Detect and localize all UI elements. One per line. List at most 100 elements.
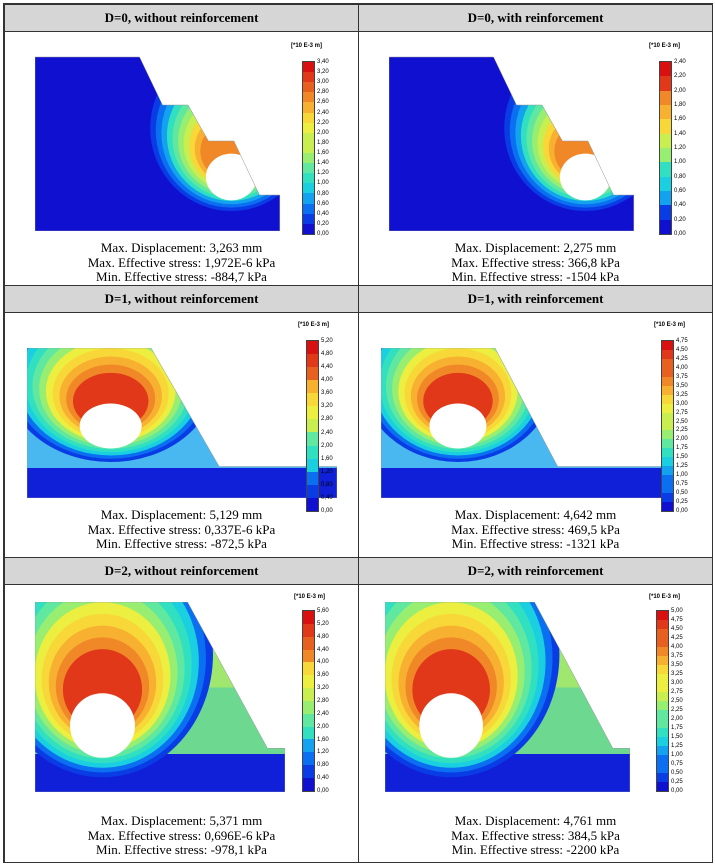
color-scale-swatch xyxy=(303,636,314,650)
color-scale-swatch xyxy=(657,683,668,692)
statistic-line: Min. Effective stress: -1504 kPa xyxy=(451,269,620,284)
statistic-line: Max. Displacement: 4,761 mm xyxy=(454,813,617,828)
color-scale-tick-label: 1,25 xyxy=(676,463,688,470)
color-scale-swatch xyxy=(662,376,673,386)
color-scale-swatch xyxy=(662,466,673,476)
color-scale-swatch xyxy=(660,205,671,220)
color-scale-tick-label: 0,00 xyxy=(321,508,333,514)
color-scale-tick-label: 1,60 xyxy=(674,116,686,123)
result-statistics: Max. Displacement: 4,761 mm Max. Effectiv… xyxy=(359,813,712,858)
color-scale-tick-label: 1,75 xyxy=(676,445,688,452)
color-scale-swatch xyxy=(303,82,314,93)
color-scale-tick-label: 2,00 xyxy=(674,87,686,94)
statistic-line: Max. Displacement: 2,275 mm xyxy=(454,240,617,255)
statistic-line: Max. Effective stress: 1,972E-6 kPa xyxy=(87,254,276,270)
color-scale-tick-label: 2,75 xyxy=(676,409,688,416)
color-scale-swatch xyxy=(660,147,671,163)
legend-unit-label: [*10 E-3 m] xyxy=(654,322,686,328)
color-scale-swatch xyxy=(303,223,314,234)
color-scale-tick-label: 5,60 xyxy=(317,608,329,614)
color-scale-swatch xyxy=(303,72,314,83)
color-scale-tick-label: 0,60 xyxy=(317,200,329,207)
color-scale-swatch xyxy=(303,213,314,224)
legend-unit-label: [*10 E-3 m] xyxy=(649,43,681,49)
displacement-contour-plot xyxy=(27,348,337,498)
color-scale-swatch xyxy=(657,773,668,782)
color-scale-swatch xyxy=(662,501,673,511)
color-scale-swatch xyxy=(307,406,318,420)
color-scale-swatch xyxy=(657,638,668,647)
color-scale-tick-label: 3,50 xyxy=(676,382,688,389)
color-scale-swatch xyxy=(307,367,318,381)
displacement-contour-plot xyxy=(35,602,285,792)
color-scale-swatch xyxy=(303,765,314,778)
panel-title: D=0, without reinforcement xyxy=(5,5,358,32)
color-scale-tick-label: 3,25 xyxy=(671,671,683,677)
result-panel: D=1, with reinforcement [*10 E-3 m] 4,75 4,… xyxy=(358,285,713,558)
color-scale-tick-label: 0,40 xyxy=(317,210,329,217)
color-scale-tick-label: 2,20 xyxy=(317,119,329,126)
color-scale-swatch xyxy=(662,412,673,422)
color-scale-swatch xyxy=(303,173,314,184)
color-scale-swatch xyxy=(303,611,314,624)
color-scale-swatch xyxy=(307,393,318,407)
statistic-line: Min. Effective stress: -884,7 kPa xyxy=(96,269,267,284)
color-scale-tick-label: 3,25 xyxy=(676,391,688,398)
color-scale-tick-label: 2,75 xyxy=(671,689,683,695)
color-scale-tick-label: 5,20 xyxy=(317,620,329,627)
tunnel-opening xyxy=(205,153,257,201)
color-scale-tick-label: 3,00 xyxy=(671,680,683,686)
color-scale-tick-label: 3,20 xyxy=(317,69,329,76)
color-scale-swatch xyxy=(660,133,671,148)
color-scale-bar xyxy=(302,61,315,235)
color-scale-swatch xyxy=(660,190,671,206)
color-scale-swatch xyxy=(657,656,668,665)
color-scale-swatch xyxy=(303,122,314,133)
color-scale-swatch xyxy=(303,152,314,164)
color-scale-swatch xyxy=(662,394,673,404)
color-scale-tick-label: 1,20 xyxy=(317,170,329,177)
color-scale-tick-label: 3,40 xyxy=(317,59,329,65)
color-scale-tick-label: 4,50 xyxy=(671,626,683,632)
statistic-line: Max. Effective stress: 366,8 kPa xyxy=(451,254,620,270)
color-scale-tick-label: 1,60 xyxy=(317,736,329,743)
color-scale-tick-label: 0,75 xyxy=(671,761,683,767)
color-scale-swatch xyxy=(660,162,671,177)
result-statistics: Max. Displacement: 3,263 mm Max. Effectiv… xyxy=(5,240,358,285)
displacement-contour-plot xyxy=(385,602,630,792)
color-scale-swatch xyxy=(303,183,314,194)
color-scale-tick-label: 0,50 xyxy=(671,770,683,776)
color-scale-swatch xyxy=(662,439,673,449)
statistic-line: Max. Displacement: 4,642 mm xyxy=(454,507,617,522)
color-scale-swatch xyxy=(657,710,668,719)
color-scale-swatch xyxy=(657,620,668,629)
color-scale-tick-label: 0,40 xyxy=(321,494,333,501)
color-scale-tick-label: 0,80 xyxy=(674,173,686,180)
tunnel-opening xyxy=(419,693,483,758)
color-scale-swatch xyxy=(303,142,314,153)
color-scale-tick-label: 4,80 xyxy=(321,351,333,358)
color-scale-tick-label: 0,25 xyxy=(671,779,683,785)
color-scale-tick-label: 3,75 xyxy=(671,653,683,659)
color-scale-tick-label: 2,40 xyxy=(317,109,329,116)
color-scale-swatch xyxy=(303,675,314,689)
color-scale-tick-label: 1,80 xyxy=(674,102,686,108)
color-scale-swatch xyxy=(657,755,668,764)
color-scale-swatch xyxy=(657,737,668,746)
color-scale-tick-label: 0,80 xyxy=(317,190,329,197)
color-scale-tick-label: 0,00 xyxy=(671,788,683,794)
color-scale-tick-label: 3,50 xyxy=(671,662,683,668)
result-statistics: Max. Displacement: 5,129 mm Max. Effectiv… xyxy=(5,507,358,552)
color-scale-swatch xyxy=(303,662,314,676)
color-scale-tick-label: 2,00 xyxy=(317,129,329,136)
color-scale-tick-label: 4,40 xyxy=(321,364,333,371)
tunnel-opening xyxy=(429,403,487,449)
color-scale-swatch xyxy=(303,92,314,103)
color-scale-tick-label: 2,00 xyxy=(676,436,688,443)
color-scale-tick-label: 4,75 xyxy=(671,617,683,623)
color-scale-tick-label: 2,00 xyxy=(671,716,683,722)
panel-title: D=1, without reinforcement xyxy=(5,286,358,313)
color-scale-tick-label: 4,80 xyxy=(317,633,329,640)
color-scale-tick-label: 1,60 xyxy=(321,455,333,462)
color-scale-tick-label: 0,00 xyxy=(676,508,688,514)
